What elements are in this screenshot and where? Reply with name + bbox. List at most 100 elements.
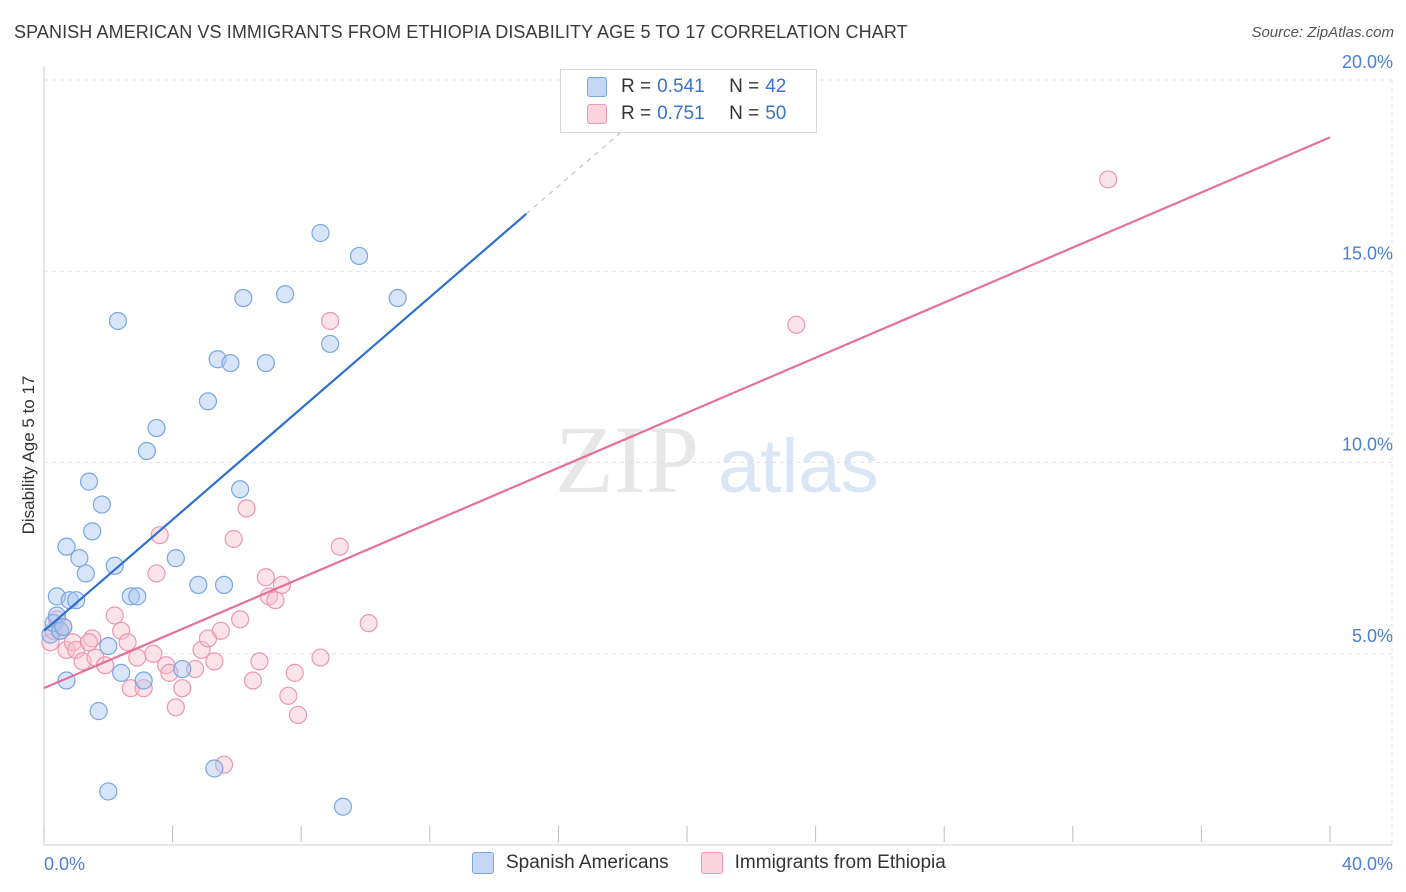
- legend-item-ethiopia[interactable]: Immigrants from Ethiopia: [700, 852, 946, 874]
- data-point-spanish: [166, 549, 185, 568]
- data-point-ethiopia: [279, 686, 298, 705]
- source-credit: Source: ZipAtlas.com: [1251, 24, 1394, 41]
- legend-label-spanish: Spanish Americans: [506, 852, 669, 873]
- data-point-ethiopia: [330, 537, 349, 556]
- correlation-legend: R = 0.541 N = 42 R = 0.751 N = 50: [560, 69, 817, 133]
- legend-r-label: R =: [621, 103, 652, 124]
- data-point-spanish: [70, 549, 89, 568]
- legend-item-spanish[interactable]: Spanish Americans: [472, 852, 669, 874]
- data-point-spanish: [198, 392, 218, 411]
- legend-label-ethiopia: Immigrants from Ethiopia: [734, 852, 946, 873]
- data-point-ethiopia: [288, 705, 308, 725]
- y-tick-label: 10.0%: [1342, 435, 1393, 455]
- data-point-ethiopia: [166, 698, 185, 717]
- data-point-spanish: [79, 472, 99, 491]
- watermark: ZIP atlas: [555, 406, 879, 513]
- data-point-spanish: [221, 353, 240, 373]
- data-point-ethiopia: [144, 644, 163, 663]
- data-point-spanish: [333, 797, 353, 816]
- data-point-ethiopia: [266, 591, 285, 610]
- data-point-spanish: [83, 522, 102, 541]
- data-point-spanish: [112, 663, 131, 682]
- data-point-spanish: [89, 702, 108, 721]
- data-point-ethiopia: [1099, 170, 1118, 189]
- legend-swatch-pink: [700, 852, 723, 874]
- legend-row-spanish: R = 0.541 N = 42: [587, 74, 786, 100]
- data-point-ethiopia: [256, 568, 275, 587]
- data-point-spanish: [189, 575, 208, 595]
- data-point-spanish: [105, 556, 124, 575]
- legend-r-value: 0.751: [657, 103, 705, 124]
- data-point-ethiopia: [134, 679, 153, 698]
- data-point-ethiopia: [186, 659, 205, 679]
- legend-n-value: 42: [765, 76, 787, 97]
- y-axis-label: Disability Age 5 to 17: [19, 376, 38, 535]
- legend-swatch-pink: [587, 104, 607, 124]
- x-tick-label: 0.0%: [44, 854, 85, 874]
- data-point-ethiopia: [147, 564, 166, 583]
- x-tick-labels: 0.0% 40.0%: [44, 854, 1393, 874]
- data-point-ethiopia: [359, 614, 378, 633]
- data-point-spanish: [108, 311, 128, 331]
- legend-n-value: 50: [765, 103, 787, 124]
- data-point-ethiopia: [237, 499, 256, 518]
- data-point-spanish: [99, 636, 118, 656]
- data-point-spanish: [99, 782, 118, 801]
- data-point-ethiopia: [787, 315, 806, 334]
- legend-n-label: N =: [729, 76, 760, 97]
- data-point-spanish: [54, 617, 73, 637]
- data-point-ethiopia: [112, 621, 131, 640]
- data-point-spanish: [234, 288, 253, 308]
- series-spanish-points: [41, 223, 407, 816]
- data-point-spanish: [214, 575, 234, 595]
- data-point-spanish: [173, 659, 192, 679]
- series-legend: Spanish Americans Immigrants from Ethiop…: [472, 852, 978, 874]
- trend-line-ethiopia: [43, 136, 1331, 690]
- data-point-ethiopia: [211, 621, 230, 640]
- data-point-spanish: [349, 246, 369, 266]
- series-ethiopia-points: [41, 170, 1118, 774]
- data-point-spanish: [205, 759, 224, 778]
- legend-row-ethiopia: R = 0.751 N = 50: [587, 101, 786, 127]
- data-point-ethiopia: [150, 526, 169, 545]
- y-tick-label: 20.0%: [1342, 52, 1393, 72]
- data-point-ethiopia: [321, 311, 340, 331]
- axes: [43, 66, 1392, 846]
- x-tick-label: 40.0%: [1342, 854, 1393, 874]
- watermark-atlas: atlas: [718, 424, 879, 509]
- data-point-ethiopia: [311, 648, 330, 667]
- data-point-spanish: [311, 223, 330, 243]
- legend-n-label: N =: [729, 103, 760, 124]
- y-tick-labels: 5.0% 10.0% 15.0% 20.0%: [1342, 52, 1393, 646]
- data-point-spanish: [121, 587, 140, 606]
- data-point-ethiopia: [192, 640, 211, 660]
- data-point-spanish: [47, 606, 66, 625]
- legend-r-label: R =: [621, 76, 652, 97]
- data-point-ethiopia: [285, 663, 304, 682]
- data-point-spanish: [67, 591, 86, 610]
- data-point-spanish: [388, 288, 407, 308]
- data-point-spanish: [321, 334, 340, 354]
- data-point-spanish: [134, 671, 153, 690]
- y-tick-label: 5.0%: [1352, 626, 1393, 646]
- data-point-ethiopia: [205, 652, 224, 671]
- data-point-spanish: [92, 495, 111, 514]
- data-point-ethiopia: [118, 633, 137, 652]
- legend-swatch-blue: [587, 77, 607, 97]
- data-point-spanish: [256, 353, 275, 373]
- legend-r-value: 0.541: [657, 76, 705, 97]
- data-point-spanish: [137, 441, 156, 461]
- data-point-spanish: [147, 418, 166, 438]
- data-point-ethiopia: [105, 606, 124, 625]
- data-point-spanish: [231, 480, 250, 499]
- trend-line-spanish: [43, 213, 527, 632]
- data-point-spanish: [57, 537, 76, 556]
- data-point-spanish: [76, 564, 95, 583]
- data-point-spanish: [128, 587, 147, 606]
- y-tick-label: 15.0%: [1342, 243, 1393, 263]
- data-point-ethiopia: [243, 671, 263, 690]
- data-point-ethiopia: [79, 633, 99, 652]
- data-point-ethiopia: [173, 679, 192, 698]
- data-point-ethiopia: [250, 652, 269, 671]
